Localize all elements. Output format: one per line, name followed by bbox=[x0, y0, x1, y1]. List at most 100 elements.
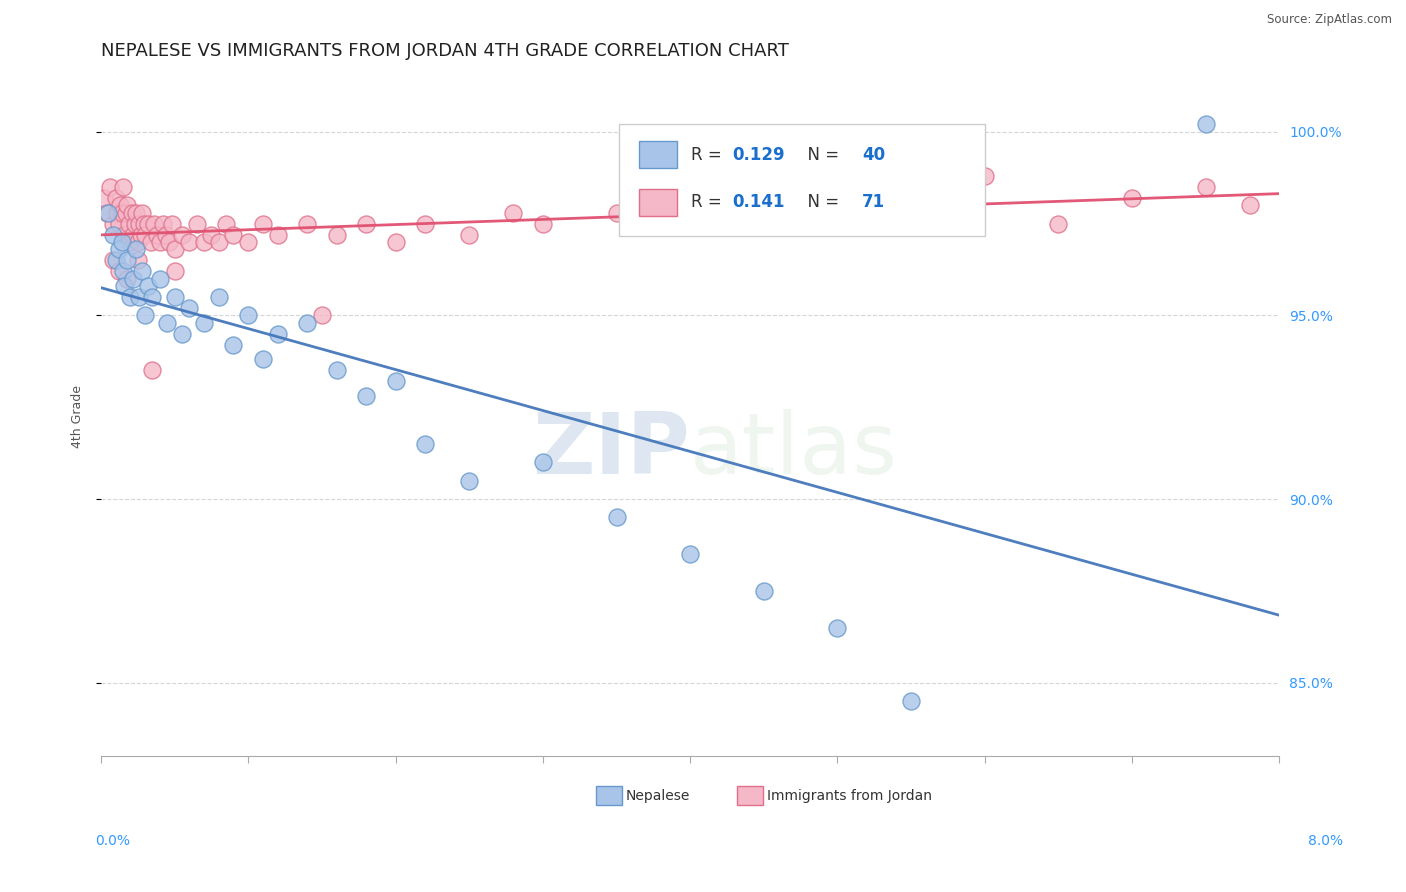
Point bbox=[125, 205, 148, 219]
Point bbox=[136, 279, 159, 293]
Point bbox=[311, 309, 333, 323]
Point bbox=[120, 235, 142, 249]
Point bbox=[679, 198, 702, 212]
Text: 71: 71 bbox=[862, 194, 886, 211]
Point bbox=[104, 191, 127, 205]
Point bbox=[127, 235, 149, 249]
Point bbox=[128, 290, 150, 304]
Point bbox=[973, 169, 995, 183]
Y-axis label: 4th Grade: 4th Grade bbox=[72, 384, 84, 448]
Point bbox=[458, 474, 481, 488]
Point bbox=[179, 301, 201, 315]
Text: 40: 40 bbox=[862, 145, 886, 164]
Point bbox=[1121, 191, 1143, 205]
Text: R =: R = bbox=[692, 194, 727, 211]
Point bbox=[114, 227, 136, 242]
Point bbox=[208, 290, 231, 304]
Point bbox=[149, 235, 172, 249]
Point bbox=[384, 375, 406, 389]
Point bbox=[111, 179, 134, 194]
Point bbox=[117, 253, 139, 268]
Point bbox=[238, 235, 260, 249]
Point bbox=[200, 227, 222, 242]
Point bbox=[122, 271, 145, 285]
Text: N =: N = bbox=[797, 194, 845, 211]
Point bbox=[163, 242, 186, 256]
Point bbox=[193, 235, 215, 249]
Point bbox=[1195, 179, 1218, 194]
Point bbox=[107, 264, 129, 278]
Point bbox=[118, 217, 141, 231]
Point bbox=[222, 227, 245, 242]
Point bbox=[827, 198, 849, 212]
Point bbox=[129, 227, 152, 242]
Text: ZIP: ZIP bbox=[533, 409, 690, 491]
Point bbox=[531, 455, 554, 469]
Point bbox=[110, 205, 132, 219]
Point bbox=[156, 316, 179, 330]
Point bbox=[193, 316, 215, 330]
Point bbox=[97, 205, 120, 219]
Point bbox=[121, 205, 143, 219]
Text: atlas: atlas bbox=[690, 409, 898, 491]
Point bbox=[108, 198, 131, 212]
Point bbox=[120, 290, 142, 304]
Point bbox=[752, 191, 775, 205]
Point bbox=[179, 235, 201, 249]
Point bbox=[93, 191, 115, 205]
Text: 0.141: 0.141 bbox=[733, 194, 785, 211]
Point bbox=[295, 217, 318, 231]
Point bbox=[139, 235, 162, 249]
Point bbox=[222, 337, 245, 351]
Point bbox=[163, 290, 186, 304]
Point bbox=[132, 217, 155, 231]
Point bbox=[101, 253, 124, 268]
Point bbox=[238, 309, 260, 323]
Point bbox=[124, 217, 146, 231]
Point bbox=[1239, 198, 1261, 212]
Point bbox=[122, 227, 145, 242]
Point bbox=[295, 316, 318, 330]
Point bbox=[105, 205, 128, 219]
Point bbox=[267, 227, 290, 242]
FancyBboxPatch shape bbox=[620, 124, 984, 236]
FancyBboxPatch shape bbox=[737, 786, 763, 805]
Text: Nepalese: Nepalese bbox=[626, 789, 690, 803]
Point bbox=[131, 205, 153, 219]
Text: 0.0%: 0.0% bbox=[96, 834, 131, 848]
Point bbox=[900, 694, 922, 708]
Point bbox=[107, 242, 129, 256]
Point bbox=[502, 205, 524, 219]
Point bbox=[141, 290, 163, 304]
Point bbox=[111, 264, 134, 278]
Point bbox=[900, 179, 922, 194]
Point bbox=[107, 217, 129, 231]
Point bbox=[146, 227, 169, 242]
Point bbox=[117, 271, 139, 285]
Text: NEPALESE VS IMMIGRANTS FROM JORDAN 4TH GRADE CORRELATION CHART: NEPALESE VS IMMIGRANTS FROM JORDAN 4TH G… bbox=[101, 42, 789, 60]
Point bbox=[101, 217, 124, 231]
Point bbox=[186, 217, 208, 231]
Point bbox=[149, 271, 172, 285]
Point bbox=[827, 621, 849, 635]
Point bbox=[325, 227, 347, 242]
Point bbox=[131, 264, 153, 278]
Point bbox=[170, 227, 193, 242]
Point bbox=[325, 363, 347, 377]
Point bbox=[208, 235, 231, 249]
Point bbox=[679, 547, 702, 561]
Point bbox=[152, 217, 174, 231]
Point bbox=[115, 205, 138, 219]
Point bbox=[160, 217, 183, 231]
Point bbox=[354, 389, 377, 403]
Point bbox=[163, 264, 186, 278]
Point bbox=[101, 227, 124, 242]
Text: N =: N = bbox=[797, 145, 845, 164]
Point bbox=[104, 253, 127, 268]
Point bbox=[114, 279, 136, 293]
Point bbox=[96, 205, 118, 219]
Point bbox=[267, 326, 290, 341]
Point bbox=[142, 217, 165, 231]
Point bbox=[354, 217, 377, 231]
Point bbox=[157, 235, 180, 249]
